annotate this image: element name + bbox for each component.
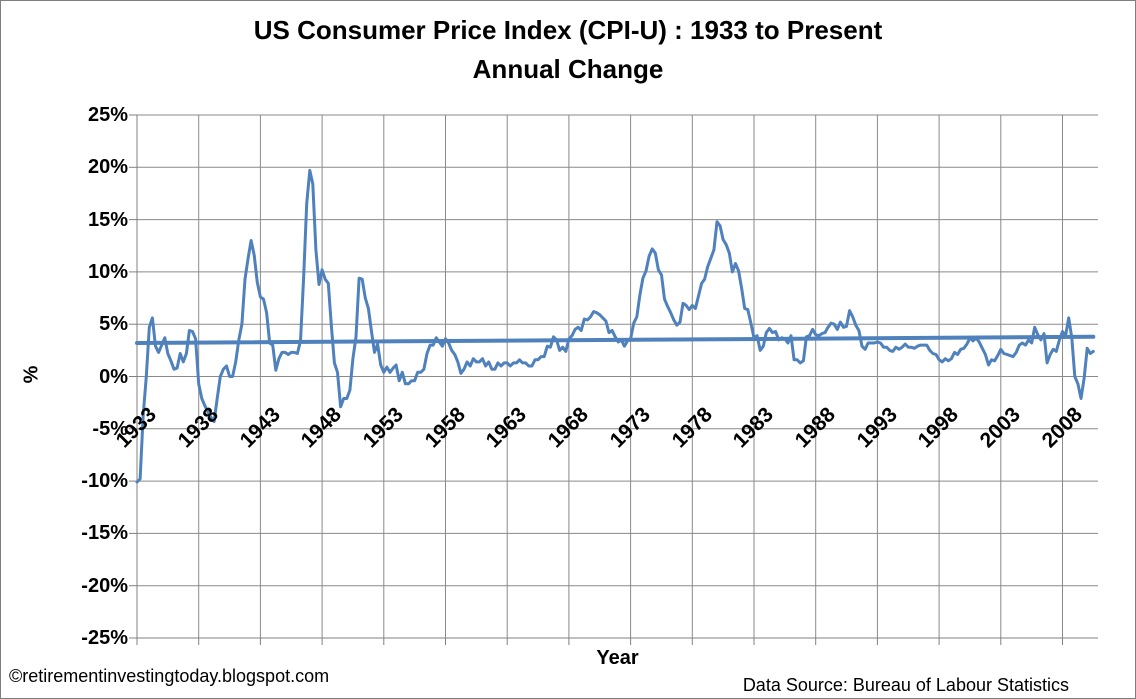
x-axis-title: Year	[596, 647, 639, 669]
y-tick-label: 0%	[99, 365, 128, 388]
y-tick-label: 20%	[87, 156, 128, 179]
y-tick-label: -15%	[81, 522, 128, 545]
y-tick-label: -25%	[81, 627, 128, 649]
data-source-text: Data Source: Bureau of Labour Statistics	[742, 675, 1069, 695]
chart-title-block: US Consumer Price Index (CPI-U) : 1933 t…	[1, 11, 1135, 89]
watermark-text: ©retirementinvestingtoday.blogspot.com	[9, 666, 330, 686]
trend-line	[135, 334, 1096, 345]
chart-subtitle: Annual Change	[472, 54, 664, 84]
y-axis-title: %	[20, 365, 43, 384]
y-tick-label: 5%	[99, 313, 128, 336]
y-tick-label: -20%	[81, 574, 128, 597]
y-tick-label: 25%	[87, 104, 128, 126]
cpi-series-line	[135, 168, 1095, 484]
y-tick-label: -5%	[92, 417, 128, 440]
y-tick-label: -10%	[81, 470, 128, 493]
y-tick-label: 15%	[87, 208, 128, 231]
chart-title: US Consumer Price Index (CPI-U) : 1933 t…	[253, 15, 883, 45]
y-tick-label: 10%	[87, 260, 128, 283]
